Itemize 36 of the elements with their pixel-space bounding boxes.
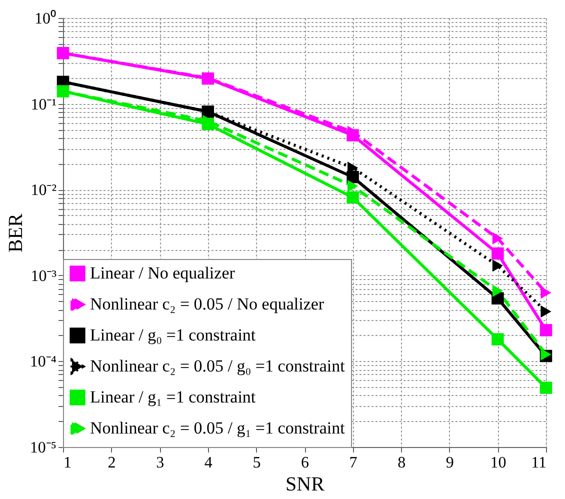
y-tick-label: 10⁻⁴: [30, 354, 57, 371]
x-tick-label: 7: [349, 454, 358, 472]
point: [540, 324, 552, 336]
point: [347, 180, 358, 192]
legend-label: Linear / g₀ =1 constraint: [90, 326, 256, 344]
y-tick-label: 10⁰: [34, 10, 56, 28]
x-tick-label: 6: [301, 454, 309, 472]
legend-label: Linear / No equalizer: [90, 264, 236, 282]
x-tick-label: 3: [156, 454, 164, 472]
y-tick-label: 10⁻⁵: [30, 440, 56, 456]
x-tick-label: 9: [446, 454, 454, 472]
point: [540, 305, 552, 318]
x-tick-label: 1: [64, 454, 72, 472]
legend-label: Nonlinear c₂ = 0.05 / No equalizer: [90, 294, 324, 314]
point: [492, 333, 504, 346]
point: [346, 170, 359, 184]
x-tick-label: 8: [398, 454, 406, 472]
y-tick-label: 10⁻¹: [30, 96, 57, 114]
point: [492, 260, 504, 272]
point: [492, 247, 504, 260]
x-tick-label: 10: [490, 454, 506, 472]
legend-label: Linear / g₁ =1 constraint: [90, 388, 256, 406]
y-axis-title: BER: [4, 212, 27, 252]
point: [492, 232, 504, 245]
point: [540, 382, 552, 394]
x-axis-title: SNR: [286, 474, 326, 496]
legend-label: Nonlinear c₂ = 0.05 / g₁ =1 constraint: [90, 418, 346, 438]
y-tick-label: 10⁻³: [30, 268, 57, 285]
x-tick-label: 5: [252, 454, 261, 472]
point: [492, 284, 504, 298]
x-tick-label: 4: [204, 454, 212, 472]
x-tick-label: 11: [531, 454, 546, 472]
point: [346, 191, 359, 204]
legend-label: Nonlinear c₂ = 0.05 / g₀ =1 constraint: [90, 356, 346, 376]
y-tick-label: 10⁻²: [30, 182, 57, 200]
x-tick-label: 2: [108, 454, 116, 472]
